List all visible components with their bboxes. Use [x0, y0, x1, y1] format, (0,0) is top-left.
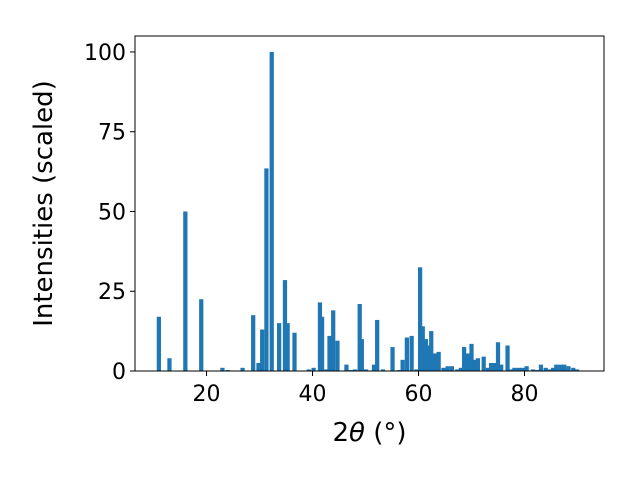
x-axis-label-symbol: θ — [349, 418, 365, 448]
bar — [571, 367, 576, 371]
bar — [492, 363, 497, 371]
bar — [156, 316, 161, 371]
bar — [292, 332, 297, 371]
y-tick-label: 75 — [98, 121, 126, 146]
bar — [414, 369, 419, 371]
bar — [375, 319, 380, 371]
bar — [558, 364, 563, 371]
bar — [380, 369, 386, 371]
x-axis-label-prefix: 2 — [332, 418, 349, 448]
bar — [508, 369, 513, 371]
bar — [538, 364, 544, 371]
x-axis-ticks: 20 40 60 80 — [193, 371, 539, 407]
bar — [311, 367, 316, 371]
bar — [481, 356, 486, 371]
bar — [260, 329, 265, 371]
bar — [499, 364, 504, 371]
y-tick-label: 100 — [84, 41, 126, 66]
bar — [220, 367, 225, 371]
bar — [277, 323, 282, 371]
y-axis-ticks: 0 25 50 75 100 — [84, 41, 135, 385]
bar — [404, 337, 409, 371]
bar — [554, 364, 559, 371]
bar — [485, 367, 491, 371]
x-tick-label: 60 — [405, 382, 433, 407]
bar — [543, 367, 548, 371]
x-axis-label: 2θ (°) — [332, 418, 406, 448]
bar — [465, 353, 470, 371]
bar — [469, 343, 474, 371]
bar — [409, 335, 414, 371]
bar — [530, 369, 536, 371]
bar — [551, 367, 556, 371]
bar — [317, 302, 323, 371]
bar — [251, 315, 256, 371]
bar — [264, 168, 269, 371]
bar — [461, 347, 467, 371]
bar — [516, 367, 521, 371]
bar — [505, 345, 510, 371]
bar — [335, 340, 340, 371]
y-tick-label: 25 — [98, 280, 126, 305]
bar — [306, 369, 311, 371]
y-tick-label: 50 — [98, 200, 126, 225]
bar — [562, 364, 567, 371]
bar — [436, 351, 441, 371]
bar — [458, 367, 464, 371]
bar — [455, 369, 460, 371]
bar — [240, 367, 245, 371]
bar — [495, 342, 501, 371]
bar — [371, 364, 377, 371]
bar-series — [156, 51, 580, 371]
bar — [167, 358, 172, 371]
bar — [417, 267, 423, 371]
bar — [400, 359, 405, 371]
bar — [547, 369, 552, 371]
x-tick-label: 20 — [193, 382, 221, 407]
bar — [269, 51, 274, 371]
bar — [331, 310, 336, 371]
bar — [489, 363, 494, 371]
x-tick-label: 40 — [299, 382, 327, 407]
bar — [390, 347, 395, 371]
bar — [432, 353, 438, 371]
bar — [449, 366, 455, 371]
bar — [566, 366, 571, 371]
bar — [363, 369, 369, 371]
bar — [475, 358, 480, 371]
bar — [357, 304, 362, 371]
y-axis-label: Intensities (scaled) — [29, 80, 59, 327]
bar — [183, 211, 188, 371]
bar — [574, 369, 580, 371]
bar — [327, 335, 332, 371]
bar — [344, 364, 349, 371]
bar — [512, 367, 517, 371]
x-axis-label-unit: (°) — [365, 418, 407, 448]
bar — [472, 359, 477, 371]
bar — [282, 280, 288, 371]
x-tick-label: 80 — [511, 382, 539, 407]
bar — [285, 323, 290, 371]
plot-frame — [134, 35, 605, 372]
bar — [429, 331, 434, 371]
bar — [359, 339, 364, 371]
bar — [324, 369, 329, 371]
bar — [256, 363, 261, 371]
bar — [520, 367, 525, 371]
bar — [352, 369, 358, 371]
bar — [199, 299, 204, 371]
bar — [420, 326, 425, 371]
bar — [423, 339, 429, 371]
bar — [445, 366, 450, 371]
bar — [319, 316, 325, 371]
bar — [441, 367, 446, 371]
bar — [524, 366, 529, 371]
y-tick-label: 0 — [112, 360, 126, 385]
